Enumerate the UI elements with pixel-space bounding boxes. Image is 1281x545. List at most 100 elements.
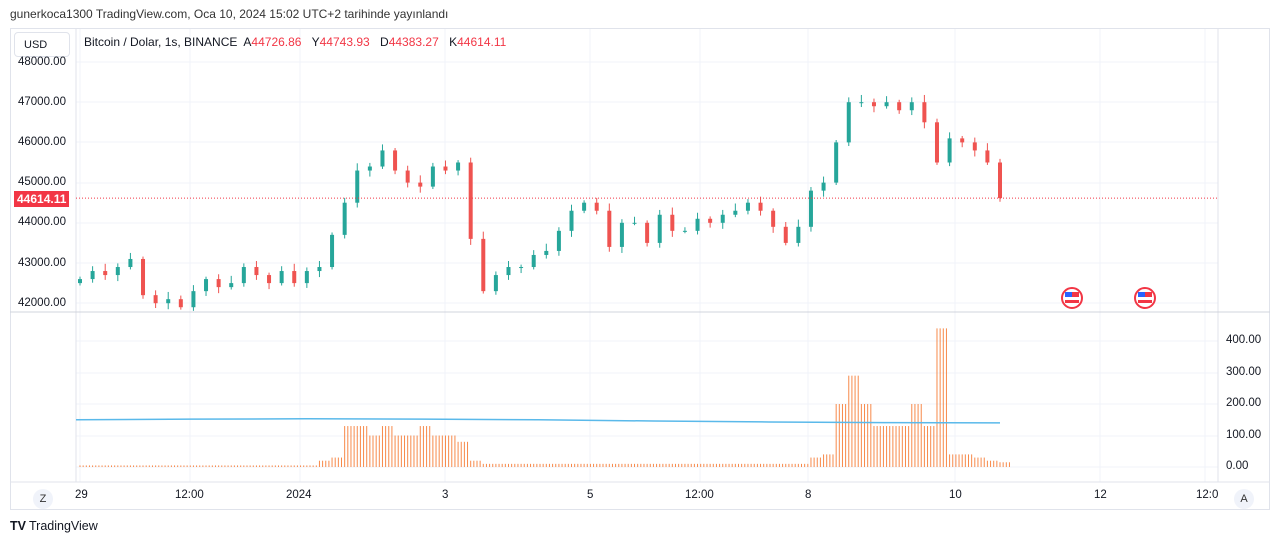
candle-body [443,166,448,171]
us-flag-event-icon [1065,292,1072,297]
candle-body [909,102,914,111]
volume-tick: 0.00 [1226,460,1249,472]
us-flag-event-icon [1138,300,1152,303]
candle-body [808,190,813,227]
symbol-title[interactable]: Bitcoin / Dolar, 1s, BINANCE [84,35,238,49]
candle-body [153,295,158,304]
low-value: 44383.27 [388,35,439,49]
candle-body [430,166,435,187]
candle-body [317,267,322,272]
time-tick: 12:00 [175,489,204,501]
volume-tick: 200.00 [1226,397,1262,409]
auto-scale-button[interactable]: A [1234,489,1254,509]
candle-body [745,202,750,211]
candle-body [985,150,990,163]
candle-body [405,170,410,183]
candle-body [645,222,650,243]
candle-body [292,271,297,284]
candle-body [998,162,1002,199]
candle-body [871,102,876,107]
candle-body [166,299,171,304]
candle-body [796,226,801,243]
close-label: K [449,35,458,49]
current-price-tag: 44614.11 [14,191,70,207]
candle-body [90,271,95,280]
time-tick: 29 [75,489,88,501]
tradingview-logo[interactable]: TV TradingView [10,519,98,533]
price-tick: 48000.00 [18,56,66,68]
candle-body [304,271,309,284]
currency-button[interactable]: USD [14,32,70,57]
candle-body [695,218,700,231]
open-value: 44726.86 [251,35,302,49]
price-tick: 44000.00 [18,216,66,228]
candle-body [846,102,851,143]
candle-body [493,275,498,292]
time-tick: 2024 [286,489,312,501]
time-tick: 5 [587,489,594,501]
open-label: A [243,35,252,49]
candle-body [670,214,675,231]
candle-body [544,250,549,255]
candle-body [468,162,473,239]
close-value: 44614.11 [457,35,507,49]
candle-body [141,258,146,296]
time-tick: 8 [805,489,812,501]
tv-logo-icon: TV [10,519,26,533]
candle-body [657,214,662,243]
high-label: Y [311,35,320,49]
candle-body [594,202,599,211]
candle-body [191,291,196,308]
time-tick: 12:00 [685,489,714,501]
time-tick: 3 [442,489,449,501]
candle-body [481,238,486,292]
candle-body [783,226,788,243]
candle-body [619,222,624,247]
price-tick: 43000.00 [18,257,66,269]
brand-name: TradingView [28,519,98,533]
candle-body [771,210,776,227]
candle-body [582,202,587,211]
candle-body [418,182,423,187]
volume-tick: 100.00 [1226,429,1262,441]
volume-ma-line [75,418,1001,424]
candle-body [859,102,864,104]
price-tick: 47000.00 [18,96,66,108]
candle-body [506,267,511,276]
candle-body [897,102,902,111]
candle-body [556,230,561,251]
candle-body [720,214,725,223]
candle-body [241,267,246,284]
candle-body [204,279,209,292]
candle-body [947,138,952,163]
candle-body [229,283,234,288]
candle-body [128,258,133,268]
candle-body [519,267,524,269]
candle-body [216,279,221,288]
candle-body [103,271,108,276]
log-scale-button[interactable]: Z [33,489,53,509]
candle-body [960,138,965,143]
time-tick: 12:0 [1196,489,1219,501]
candle-body [758,202,763,211]
candle-body [632,222,637,224]
low-label: D [380,35,389,49]
candle-body [355,170,360,203]
volume-tick: 300.00 [1226,366,1262,378]
ohlc-legend: Bitcoin / Dolar, 1s, BINANCE A44726.86 Y… [84,35,513,49]
candle-body [78,279,82,284]
candle-body [934,122,939,163]
price-tick: 45000.00 [18,176,66,188]
candle-body [607,210,612,247]
candle-body [972,142,977,151]
candle-body [834,142,839,183]
candle-body [342,202,347,235]
candle-body [456,162,461,171]
candle-body [569,210,574,231]
candle-body [330,234,335,268]
candle-body [267,275,272,284]
candle-body [178,299,183,308]
candle-body [708,218,713,223]
us-flag-event-icon [1138,292,1145,297]
